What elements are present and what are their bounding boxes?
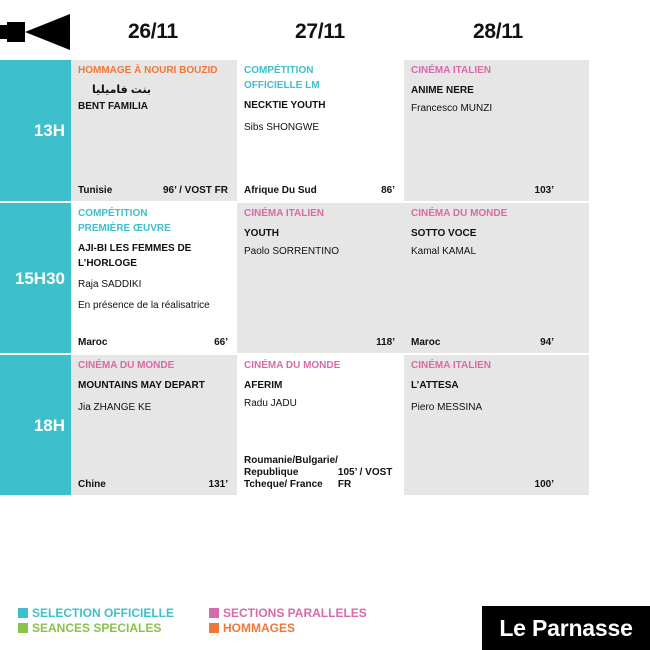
country: Chine <box>78 479 106 490</box>
director: Piero MESSINA <box>411 402 483 413</box>
director: Paolo SORRENTINO <box>244 246 340 257</box>
duration: 66’ <box>214 337 228 348</box>
country: Maroc <box>78 337 108 348</box>
cell-footer: Afrique Du Sud 86’ <box>244 185 395 197</box>
swatch-cyan <box>18 608 28 618</box>
date-header-2: 27/11 <box>295 20 345 43</box>
time-label: 13H <box>33 121 65 140</box>
duration: 131’ <box>208 479 228 490</box>
film-title: SOTTO VOCE <box>411 228 477 239</box>
category-label: CINÉMA ITALIEN <box>244 208 324 219</box>
legend-paralleles: SECTIONS PARALLELES <box>209 606 367 620</box>
screening-cell[interactable]: COMPÉTITION OFFICIELLE LM NECKTIE YOUTH … <box>237 60 404 201</box>
duration: 118’ <box>376 337 395 348</box>
legend-label: SECTIONS PARALLELES <box>223 606 367 620</box>
time-label: 18H <box>33 416 65 435</box>
director: Kamal KAMAL <box>411 246 477 257</box>
duration: 100’ <box>534 479 554 490</box>
screening-cell[interactable]: CINÉMA ITALIEN L’ATTESA Piero MESSINA 10… <box>404 355 589 495</box>
time-slot-13h: 13H <box>0 60 71 201</box>
cell-footer: Maroc 66’ <box>78 337 228 349</box>
director: Radu JADU <box>244 398 297 409</box>
director: Jia ZHANGE KE <box>78 402 152 413</box>
swatch-pink <box>209 608 219 618</box>
category-label: CINÉMA DU MONDE <box>78 360 175 371</box>
director: Sibs SHONGWE <box>244 122 320 133</box>
legend-label: SEANCES SPECIALES <box>32 621 162 635</box>
camera-icon <box>0 14 70 50</box>
duration: 86’ <box>381 185 395 196</box>
cell-footer: 118’ <box>244 337 395 349</box>
duration: 96’ / VOST FR <box>162 185 228 196</box>
country: Roumanie/Bulgarie/ Republique Tcheque/ F… <box>244 455 338 490</box>
screening-cell[interactable]: CINÉMA DU MONDE SOTTO VOCE Kamal KAMAL M… <box>404 203 589 353</box>
venue-label: Le Parnasse <box>482 606 650 650</box>
film-title: ANIME NERE <box>411 85 474 96</box>
time-label: 15H30 <box>14 269 65 288</box>
cell-footer: Tunisie 96’ / VOST FR <box>78 185 228 197</box>
swatch-green <box>18 623 28 633</box>
film-title: YOUTH <box>244 228 279 239</box>
legend-officielle: SELECTION OFFICIELLE <box>18 606 174 620</box>
duration: 94’ <box>540 337 554 348</box>
category-label: HOMMAGE À NOURI BOUZID <box>78 65 218 76</box>
legend-hommages: HOMMAGES <box>209 621 295 635</box>
film-title: AFERIM <box>244 380 283 391</box>
director: Francesco MUNZI <box>411 103 493 114</box>
country: Maroc <box>411 337 441 348</box>
category-label: CINÉMA ITALIEN <box>411 65 491 76</box>
category-label: CINÉMA DU MONDE <box>244 360 341 371</box>
director: Raja SADDIKI <box>78 279 142 290</box>
film-title: BENT FAMILIA <box>78 101 148 112</box>
swatch-orange <box>209 623 219 633</box>
film-title: MOUNTAINS MAY DEPART <box>78 380 205 391</box>
screening-cell[interactable]: CINÉMA DU MONDE MOUNTAINS MAY DEPART Jia… <box>71 355 237 495</box>
arabic-title: بنت فاميليا <box>92 84 152 96</box>
screening-note: En présence de la réalisatrice <box>78 300 210 311</box>
time-slot-18h: 18H <box>0 355 71 495</box>
category-label: COMPÉTITION OFFICIELLE LM <box>244 65 320 91</box>
category-label: COMPÉTITION PREMIÈRE ŒUVRE <box>78 208 171 234</box>
category-label: CINÉMA DU MONDE <box>411 208 508 219</box>
film-title: L’ATTESA <box>411 380 459 391</box>
time-slot-15h30: 15H30 <box>0 203 71 353</box>
screening-cell[interactable]: COMPÉTITION PREMIÈRE ŒUVRE AJI-BI LES FE… <box>71 203 237 353</box>
cell-footer: Maroc 94’ <box>411 337 554 349</box>
duration: 103’ <box>534 185 554 196</box>
cell-footer: 103’ <box>411 185 554 197</box>
country: Tunisie <box>78 185 113 196</box>
duration: 105’ / VOST FR <box>337 467 393 490</box>
legend-label: SELECTION OFFICIELLE <box>32 606 175 620</box>
cell-footer: 100’ <box>411 479 554 491</box>
date-header-3: 28/11 <box>473 20 523 43</box>
film-title: AJI-BI LES FEMMES DE L’HORLOGE <box>78 243 192 269</box>
category-label: CINÉMA ITALIEN <box>411 360 491 371</box>
legend-speciales: SEANCES SPECIALES <box>18 621 161 635</box>
date-header-1: 26/11 <box>128 20 178 43</box>
cell-footer: Roumanie/Bulgarie/ Republique Tcheque/ F… <box>244 455 396 491</box>
screening-cell[interactable]: CINÉMA ITALIEN ANIME NERE Francesco MUNZ… <box>404 60 589 201</box>
screening-cell[interactable]: CINÉMA DU MONDE AFERIM Radu JADU Roumani… <box>237 355 404 495</box>
screening-cell[interactable]: CINÉMA ITALIEN YOUTH Paolo SORRENTINO 11… <box>237 203 404 353</box>
legend-label: HOMMAGES <box>223 621 295 635</box>
country: Afrique Du Sud <box>244 185 317 196</box>
cell-footer: Chine 131’ <box>78 479 228 491</box>
film-title: NECKTIE YOUTH <box>244 100 326 111</box>
screening-cell[interactable]: HOMMAGE À NOURI BOUZID بنت فاميليا BENT … <box>71 60 237 201</box>
